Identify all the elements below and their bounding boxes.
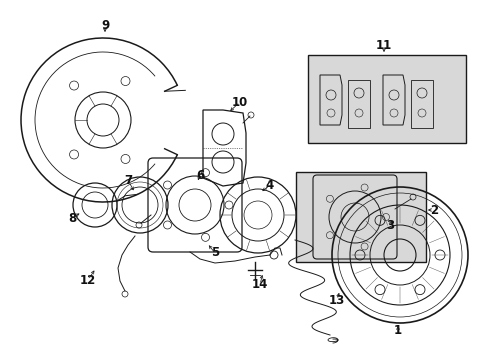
Bar [410,80,432,128]
Text: 14: 14 [251,279,267,292]
Text: 1: 1 [393,324,401,337]
Text: 13: 13 [328,293,345,306]
Text: 4: 4 [265,179,274,192]
Bar [307,55,465,143]
Text: 2: 2 [429,203,437,216]
Text: 8: 8 [68,212,76,225]
Text: 11: 11 [375,39,391,51]
Text: 3: 3 [385,219,393,231]
Text: 9: 9 [101,18,109,32]
Text: 12: 12 [80,274,96,287]
Text: 5: 5 [210,247,219,260]
Bar [295,172,425,262]
Text: 6: 6 [196,168,203,181]
Text: 7: 7 [123,174,132,186]
Text: 10: 10 [231,95,247,108]
Bar [347,80,369,128]
